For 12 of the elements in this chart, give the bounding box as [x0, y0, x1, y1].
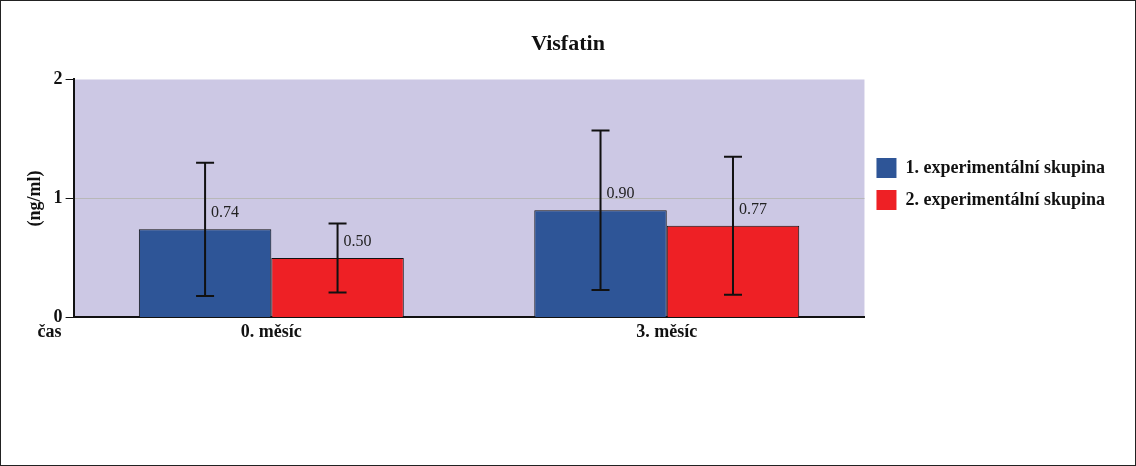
chart-title: Visfatin [531, 29, 605, 55]
data-label: 0.74 [211, 203, 240, 221]
data-label: 0.90 [606, 184, 635, 202]
y-tick-label: 2 [53, 68, 63, 89]
data-label: 0.77 [738, 199, 767, 217]
legend-label: 1. experimentální skupina [905, 156, 1105, 177]
y-tick-label: 1 [53, 187, 63, 208]
y-axis-title: (ng/ml) [24, 170, 46, 227]
x-tick-label: 3. měsíc [636, 320, 698, 341]
data-label: 0.50 [343, 231, 372, 249]
legend-label: 2. experimentální skupina [905, 188, 1105, 209]
x-tick-label: 0. měsíc [240, 320, 302, 341]
